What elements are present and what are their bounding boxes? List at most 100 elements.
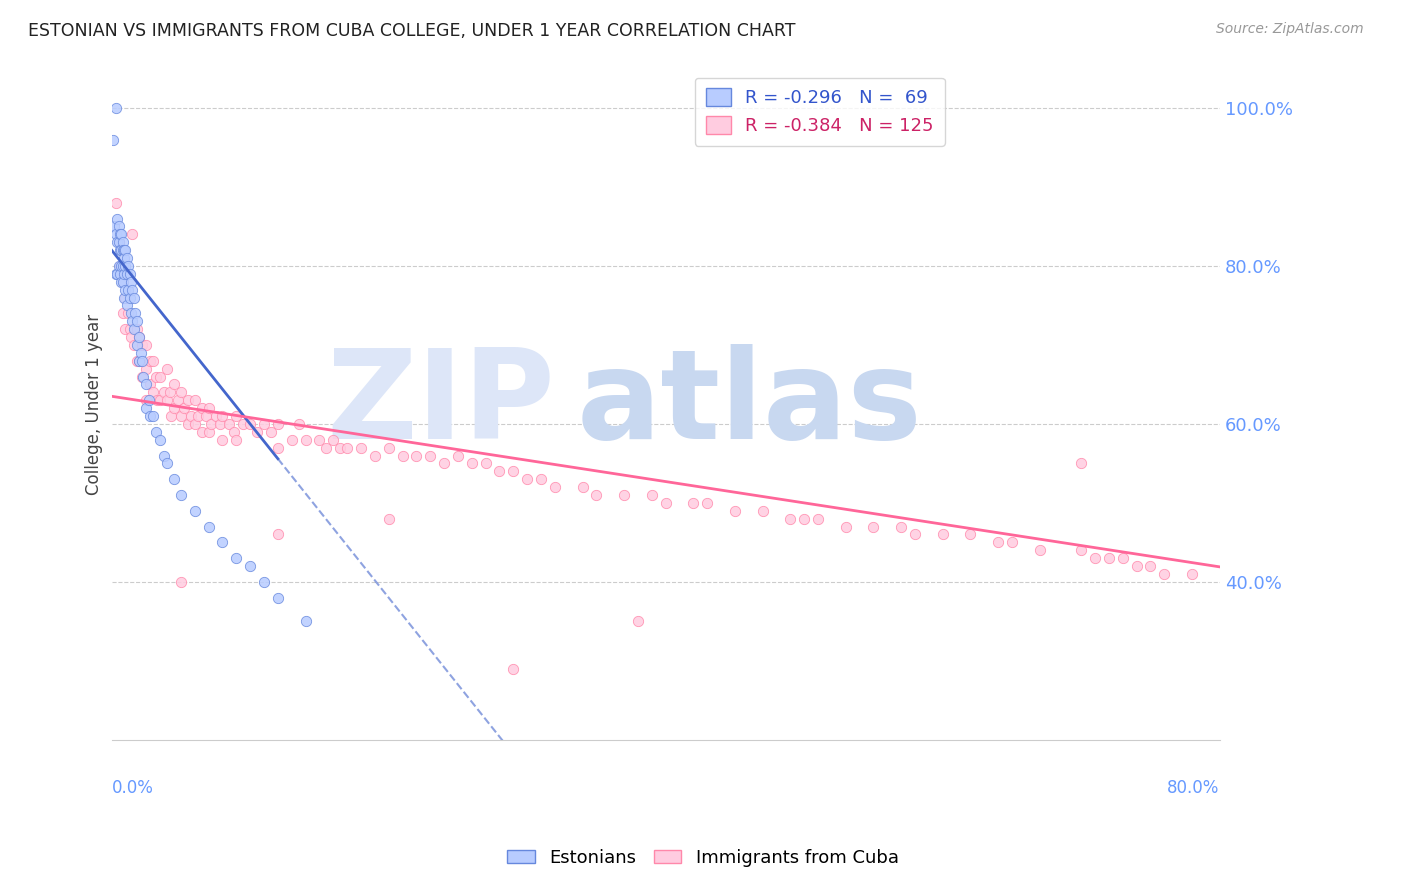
Point <box>115 251 138 265</box>
Point <box>530 472 553 486</box>
Point <box>246 425 269 439</box>
Point <box>1070 543 1092 558</box>
Point <box>107 235 129 250</box>
Point <box>267 591 290 605</box>
Point <box>114 322 136 336</box>
Point <box>779 511 801 525</box>
Point <box>197 519 219 533</box>
Point <box>987 535 1010 549</box>
Point <box>101 133 124 147</box>
Point <box>105 211 128 226</box>
Point <box>135 338 157 352</box>
Point <box>190 425 212 439</box>
Point <box>108 243 131 257</box>
Point <box>146 393 169 408</box>
Point <box>211 409 233 423</box>
Point <box>239 417 262 431</box>
Point <box>107 235 129 250</box>
Point <box>211 535 233 549</box>
Point <box>111 306 134 320</box>
Text: 0.0%: 0.0% <box>111 779 153 797</box>
Point <box>208 417 231 431</box>
Point <box>405 449 427 463</box>
Point <box>128 330 150 344</box>
Point <box>197 425 219 439</box>
Point <box>1070 457 1092 471</box>
Point <box>121 314 143 328</box>
Point <box>142 353 165 368</box>
Legend: R = -0.296   N =  69, R = -0.384   N = 125: R = -0.296 N = 69, R = -0.384 N = 125 <box>695 78 945 146</box>
Point <box>125 353 148 368</box>
Point <box>186 409 208 423</box>
Point <box>120 306 142 320</box>
Point <box>117 283 139 297</box>
Point <box>111 243 134 257</box>
Point <box>173 401 195 416</box>
Point <box>641 488 664 502</box>
Point <box>149 393 172 408</box>
Point <box>862 519 884 533</box>
Text: atlas: atlas <box>576 343 922 465</box>
Point <box>835 519 858 533</box>
Point <box>121 227 143 242</box>
Point <box>111 259 134 273</box>
Point <box>180 409 202 423</box>
Point <box>585 488 607 502</box>
Point <box>1153 566 1175 581</box>
Point <box>253 417 276 431</box>
Point <box>807 511 830 525</box>
Point <box>308 433 330 447</box>
Point <box>117 259 139 273</box>
Point <box>222 425 245 439</box>
Point <box>904 527 927 541</box>
Point <box>163 377 186 392</box>
Point <box>104 227 127 242</box>
Point <box>128 353 150 368</box>
Point <box>111 275 134 289</box>
Point <box>336 441 359 455</box>
Point <box>225 551 247 566</box>
Point <box>104 101 127 115</box>
Point <box>1098 551 1121 566</box>
Point <box>170 409 193 423</box>
Point <box>112 243 135 257</box>
Point <box>104 195 127 210</box>
Point <box>124 306 146 320</box>
Point <box>627 615 650 629</box>
Point <box>110 227 132 242</box>
Point <box>125 338 148 352</box>
Point <box>160 409 183 423</box>
Point <box>1028 543 1050 558</box>
Point <box>200 417 222 431</box>
Point <box>129 346 152 360</box>
Point <box>654 496 676 510</box>
Point <box>218 417 240 431</box>
Point <box>177 393 200 408</box>
Point <box>170 488 193 502</box>
Point <box>724 504 747 518</box>
Point <box>112 267 135 281</box>
Point <box>131 353 153 368</box>
Point <box>322 433 344 447</box>
Point <box>114 259 136 273</box>
Point <box>163 472 186 486</box>
Point <box>121 283 143 297</box>
Point <box>197 401 219 416</box>
Point <box>391 449 413 463</box>
Point <box>135 377 157 392</box>
Point <box>107 219 129 234</box>
Point <box>145 425 167 439</box>
Point <box>115 267 138 281</box>
Point <box>159 385 181 400</box>
Point <box>474 457 496 471</box>
Point <box>112 291 135 305</box>
Point <box>287 417 309 431</box>
Point <box>447 449 470 463</box>
Point <box>120 275 142 289</box>
Point <box>419 449 441 463</box>
Point <box>108 227 131 242</box>
Point <box>232 417 254 431</box>
Point <box>350 441 373 455</box>
Point <box>110 243 132 257</box>
Point <box>1181 566 1204 581</box>
